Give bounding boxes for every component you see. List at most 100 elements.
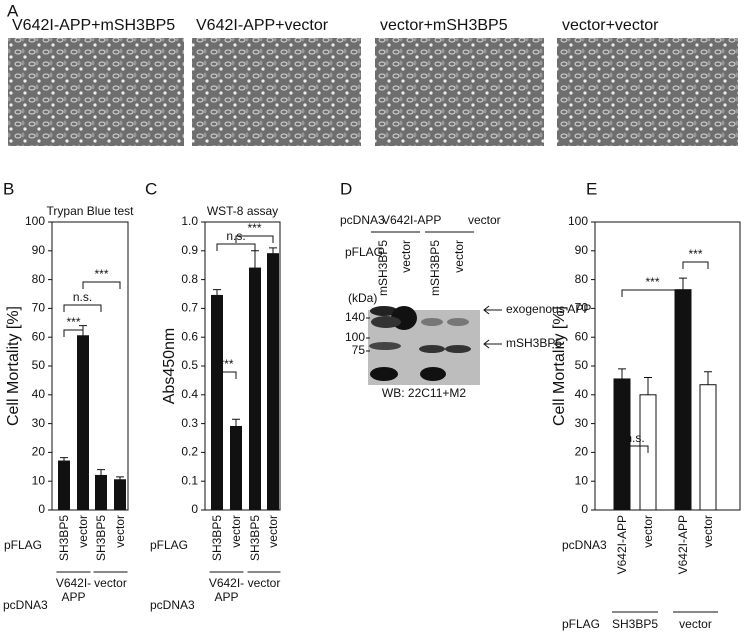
bar	[114, 479, 126, 511]
row-label: pFLAG	[150, 538, 188, 552]
significance-bracket	[63, 304, 102, 312]
panel-letter: B	[3, 179, 14, 198]
group-label: SH3BP5	[612, 617, 658, 631]
x-tick-label: V642I-APP	[676, 515, 690, 574]
significance-bracket	[216, 243, 256, 251]
bar	[211, 294, 223, 511]
significance-bracket	[235, 235, 274, 243]
y-tick-label: 80	[32, 272, 46, 286]
bar	[699, 384, 717, 511]
significance-label: n.s.	[625, 431, 644, 445]
error-bar	[116, 476, 124, 480]
bar	[95, 474, 107, 511]
micrograph	[557, 38, 738, 146]
image-label: vector+vector	[562, 17, 659, 34]
micrograph	[192, 38, 361, 146]
marker-label: 75	[352, 343, 366, 357]
y-tick-label: 10	[32, 473, 46, 487]
group-label: V642I-	[56, 576, 91, 590]
frame	[594, 221, 741, 511]
chart-title: WST-8 assay	[207, 204, 278, 218]
y-tick-label: 0.7	[181, 301, 198, 315]
group-label: vector	[248, 576, 281, 590]
y-tick-label: 0.1	[181, 473, 198, 487]
lane-label: vector	[399, 240, 413, 273]
micrograph	[8, 38, 184, 146]
y-tick-label: 0.4	[181, 387, 198, 401]
significance-bracket	[621, 445, 649, 453]
y-tick-label: 0.2	[181, 445, 198, 459]
bar	[230, 425, 242, 511]
blot	[368, 306, 480, 385]
significance-bracket	[63, 329, 84, 337]
group-label: APP	[61, 590, 85, 604]
y-tick-label: 50	[575, 358, 589, 372]
significance-label: n.s.	[73, 290, 92, 304]
unit-label: (kDa)	[348, 291, 377, 305]
panel-letter: C	[145, 179, 157, 198]
significance-label: ***	[219, 357, 233, 371]
error-bar	[60, 457, 68, 462]
x-tick-label: vector	[266, 515, 280, 548]
frame	[51, 221, 129, 511]
y-tick-label: 0	[38, 502, 45, 516]
y-axis-label: Abs450nm	[161, 328, 178, 405]
y-axis-label: Cell Mortality [%]	[551, 306, 568, 426]
row-label: pFLAG	[4, 538, 42, 552]
row-label: pcDNA3	[340, 213, 385, 227]
y-tick-label: 10	[575, 473, 589, 487]
y-axis-label: Cell Mortality [%]	[5, 306, 22, 426]
y-tick-label: 30	[32, 416, 46, 430]
x-tick-label: SH3BP5	[248, 515, 262, 561]
significance-label: ***	[66, 315, 80, 329]
y-tick-label: 0	[191, 502, 198, 516]
image-label: V642I-APP+vector	[196, 17, 329, 34]
lane-label: mSH3BP5	[376, 240, 390, 296]
y-tick-label: 70	[575, 301, 589, 315]
row-label: pcDNA3	[3, 598, 48, 612]
panel-letter: A	[7, 1, 19, 20]
row-label: pFLAG	[562, 617, 600, 631]
marker-label: 100	[345, 330, 365, 344]
group-label: V642I-	[209, 576, 244, 590]
error-bar	[644, 377, 652, 395]
error-bar	[269, 247, 277, 254]
y-tick-label: 30	[575, 416, 589, 430]
micrograph	[375, 38, 544, 146]
y-tick-label: 60	[575, 329, 589, 343]
significance-label: ***	[247, 221, 261, 235]
y-tick-label: 0.3	[181, 416, 198, 430]
bar	[249, 267, 261, 511]
significance-bracket	[216, 371, 237, 379]
y-tick-label: 0.8	[181, 272, 198, 286]
bar	[58, 460, 70, 511]
lane-label: mSH3BP5	[428, 240, 442, 296]
group-label: APP	[214, 590, 238, 604]
y-tick-label: 20	[32, 445, 46, 459]
y-tick-label: 90	[575, 243, 589, 257]
row-label: pcDNA3	[562, 538, 607, 552]
footer-label: WB: 22C11+M2	[382, 386, 466, 400]
y-tick-label: 20	[575, 445, 589, 459]
error-bar	[251, 250, 259, 269]
y-tick-label: 40	[32, 387, 46, 401]
y-tick-label: 70	[32, 301, 46, 315]
significance-label: ***	[645, 275, 659, 289]
arrow	[483, 305, 502, 315]
x-tick-label: SH3BP5	[210, 515, 224, 561]
significance-bracket	[82, 281, 121, 289]
error-bar	[213, 289, 221, 296]
error-bar	[679, 277, 687, 290]
error-bar	[704, 371, 712, 385]
band-label: mSH3BP5	[506, 336, 562, 350]
y-tick-label: 100	[568, 214, 588, 228]
error-bar	[618, 368, 626, 379]
frame	[204, 221, 281, 511]
y-tick-label: 100	[25, 214, 45, 228]
x-tick-label: V642I-APP	[615, 515, 629, 574]
panel-letter: D	[340, 179, 352, 198]
x-tick-label: vector	[113, 515, 127, 548]
significance-bracket	[682, 261, 709, 269]
y-tick-label: 0.6	[181, 329, 198, 343]
